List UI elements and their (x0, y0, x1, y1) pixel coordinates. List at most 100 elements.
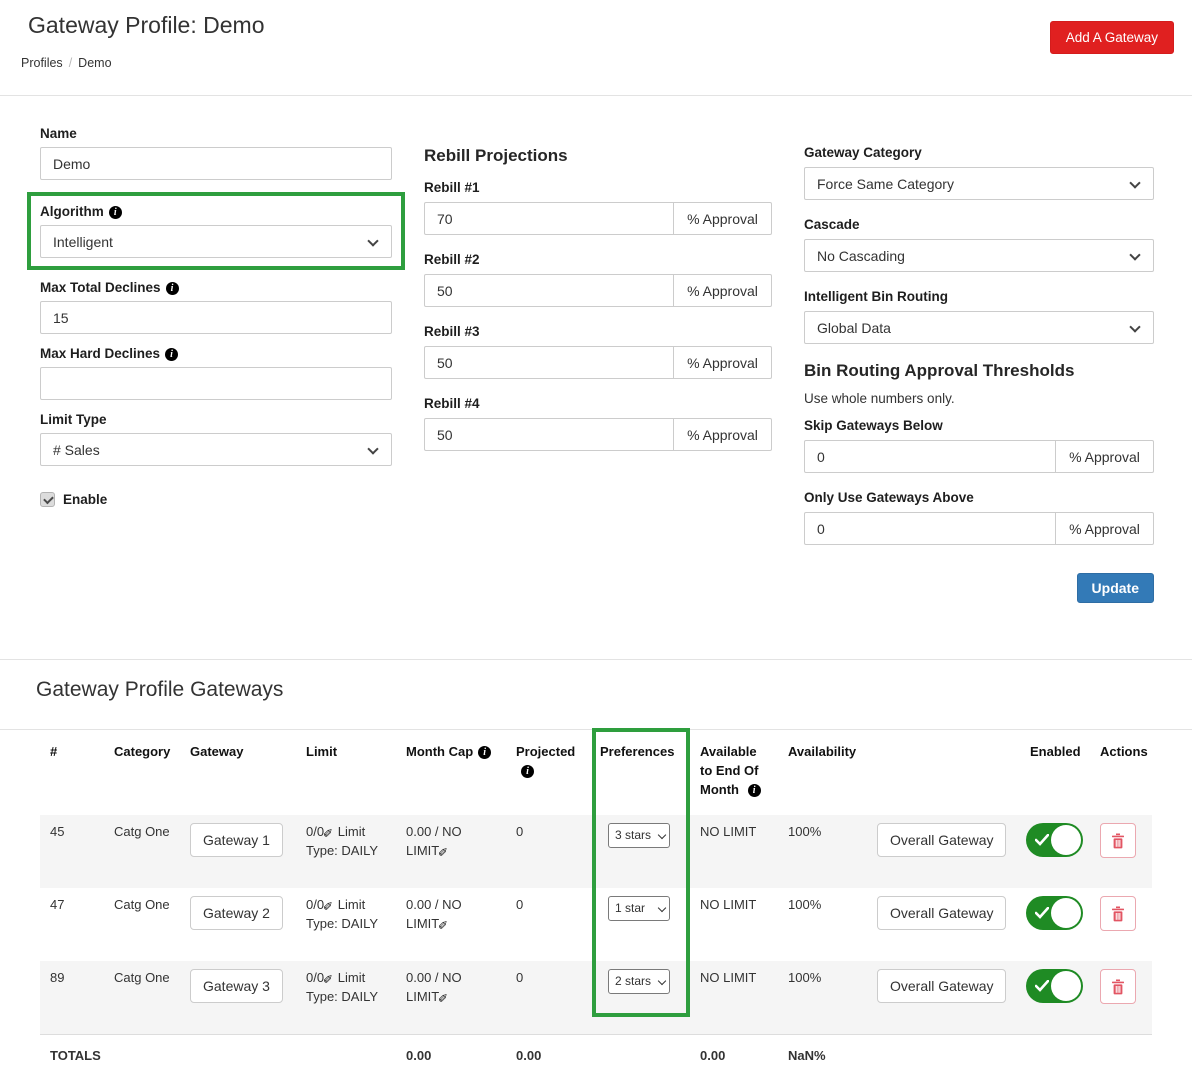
rebill-2-input[interactable] (424, 274, 674, 307)
rebill-2-label: Rebill #2 (424, 252, 480, 267)
gateway-name-button[interactable]: Gateway 2 (190, 896, 283, 930)
limit-type-select[interactable]: # Sales (40, 433, 392, 466)
preference-select[interactable]: 2 stars (608, 969, 670, 994)
pencil-edit-icon[interactable]: ✎ (321, 827, 336, 838)
availability-cell: 100% (788, 970, 822, 985)
info-icon[interactable]: i (521, 764, 534, 778)
rebill-projections-column: Rebill Projections Rebill #1 % Approval … (424, 140, 772, 468)
available-cell: NO LIMIT (700, 824, 757, 839)
toggle-knob (1051, 898, 1081, 928)
limit-cell: 0/0✎ Limit Type: DAILY (306, 897, 379, 931)
routing-column: Gateway Category Force Same Category Cas… (804, 138, 1154, 603)
percent-approval-addon: % Approval (674, 346, 772, 379)
col-header-num: # (50, 744, 58, 759)
trash-icon (1112, 979, 1124, 994)
limit-cell: 0/0✎ Limit Type: DAILY (306, 970, 379, 1004)
pencil-edit-icon[interactable]: ✎ (436, 992, 451, 1003)
skip-gateways-below-input[interactable] (804, 440, 1056, 473)
trash-icon (1112, 833, 1124, 848)
gateway-category: Catg One (114, 897, 170, 912)
preference-select[interactable]: 1 star (608, 896, 670, 921)
breadcrumb-separator: / (68, 56, 73, 70)
enable-label: Enable (63, 492, 108, 507)
gateway-category: Catg One (114, 970, 170, 985)
percent-approval-addon: % Approval (674, 274, 772, 307)
table-row: 45 Catg One Gateway 1 0/0✎ Limit Type: D… (40, 815, 1152, 888)
info-icon[interactable]: i (478, 746, 492, 759)
delete-gateway-button[interactable] (1100, 969, 1136, 1004)
rebill-4-input[interactable] (424, 418, 674, 451)
name-label: Name (40, 126, 77, 141)
totals-row: TOTALS 0.00 0.00 0.00 NaN% (40, 1034, 1152, 1069)
rebill-1-input[interactable] (424, 202, 674, 235)
col-header-availability: Availability (788, 744, 857, 759)
max-hard-declines-input[interactable] (40, 367, 392, 400)
thresholds-note: Use whole numbers only. (804, 391, 955, 406)
percent-approval-addon: % Approval (674, 202, 772, 235)
chevron-down-icon (657, 903, 667, 913)
chevron-down-icon (657, 976, 667, 986)
table-header-row: # Category Gateway Limit Month Cap i Proj… (40, 735, 1152, 815)
gateway-name-button[interactable]: Gateway 1 (190, 823, 283, 857)
limit-type-label: Limit Type (40, 412, 107, 427)
algorithm-select[interactable]: Intelligent (40, 225, 392, 258)
rebill-1-label: Rebill #1 (424, 180, 480, 195)
pencil-edit-icon[interactable]: ✎ (321, 900, 336, 911)
info-icon[interactable]: i (108, 206, 122, 219)
gateway-category-select[interactable]: Force Same Category (804, 167, 1154, 200)
info-icon[interactable]: i (165, 348, 179, 361)
table-row: 89 Catg One Gateway 3 0/0✎ Limit Type: D… (40, 961, 1152, 1034)
chevron-down-icon (657, 830, 667, 840)
max-hard-declines-label: Max Hard Declines i (40, 346, 392, 361)
pencil-edit-icon[interactable]: ✎ (436, 846, 451, 857)
annotation-box-algorithm: Algorithm i Intelligent (27, 192, 405, 270)
intelligent-bin-routing-select[interactable]: Global Data (804, 311, 1154, 344)
cascade-select[interactable]: No Cascading (804, 239, 1154, 272)
rebill-3-input[interactable] (424, 346, 674, 379)
enable-checkbox[interactable] (40, 492, 55, 507)
available-cell: NO LIMIT (700, 970, 757, 985)
gateway-name-button[interactable]: Gateway 3 (190, 969, 283, 1003)
enabled-toggle[interactable] (1026, 969, 1083, 1003)
percent-approval-addon: % Approval (1056, 512, 1154, 545)
col-header-available: Available to End Of Month i (690, 735, 778, 815)
totals-available: 0.00 (700, 1048, 726, 1063)
info-icon[interactable]: i (165, 282, 179, 295)
toggle-knob (1051, 825, 1081, 855)
enabled-toggle[interactable] (1026, 823, 1083, 857)
gateway-id: 45 (50, 824, 65, 839)
update-button[interactable]: Update (1076, 573, 1154, 603)
chevron-down-icon (1129, 321, 1141, 333)
name-input[interactable] (40, 147, 392, 180)
overall-gateway-button[interactable]: Overall Gateway (877, 896, 1007, 930)
projected-cell: 0 (516, 970, 524, 985)
only-use-gateways-above-label: Only Use Gateways Above (804, 490, 974, 505)
preference-select[interactable]: 3 stars (608, 823, 670, 848)
toggle-knob (1051, 971, 1081, 1001)
delete-gateway-button[interactable] (1100, 896, 1136, 931)
enabled-toggle[interactable] (1026, 896, 1083, 930)
delete-gateway-button[interactable] (1100, 823, 1136, 858)
info-icon[interactable]: i (747, 783, 761, 797)
trash-icon (1112, 906, 1124, 921)
projected-cell: 0 (516, 824, 524, 839)
check-icon (1035, 834, 1049, 846)
gateway-category: Catg One (114, 824, 170, 839)
breadcrumb-profiles-link[interactable]: Profiles (21, 56, 63, 70)
month-cap-cell: 0.00 / NO LIMIT✎ (406, 824, 462, 858)
gateway-id: 47 (50, 897, 65, 912)
add-gateway-button[interactable]: Add A Gateway (1049, 21, 1174, 54)
cascade-label: Cascade (804, 217, 860, 232)
overall-gateway-button[interactable]: Overall Gateway (877, 969, 1007, 1003)
available-cell: NO LIMIT (700, 897, 757, 912)
check-icon (1035, 907, 1049, 919)
only-use-gateways-above-input[interactable] (804, 512, 1056, 545)
max-total-declines-input[interactable] (40, 301, 392, 334)
overall-gateway-button[interactable]: Overall Gateway (877, 823, 1007, 857)
rebill-4-label: Rebill #4 (424, 396, 480, 411)
col-header-category: Category (114, 744, 171, 759)
totals-availability: NaN% (788, 1048, 826, 1063)
pencil-edit-icon[interactable]: ✎ (321, 973, 336, 984)
pencil-edit-icon[interactable]: ✎ (436, 919, 451, 930)
